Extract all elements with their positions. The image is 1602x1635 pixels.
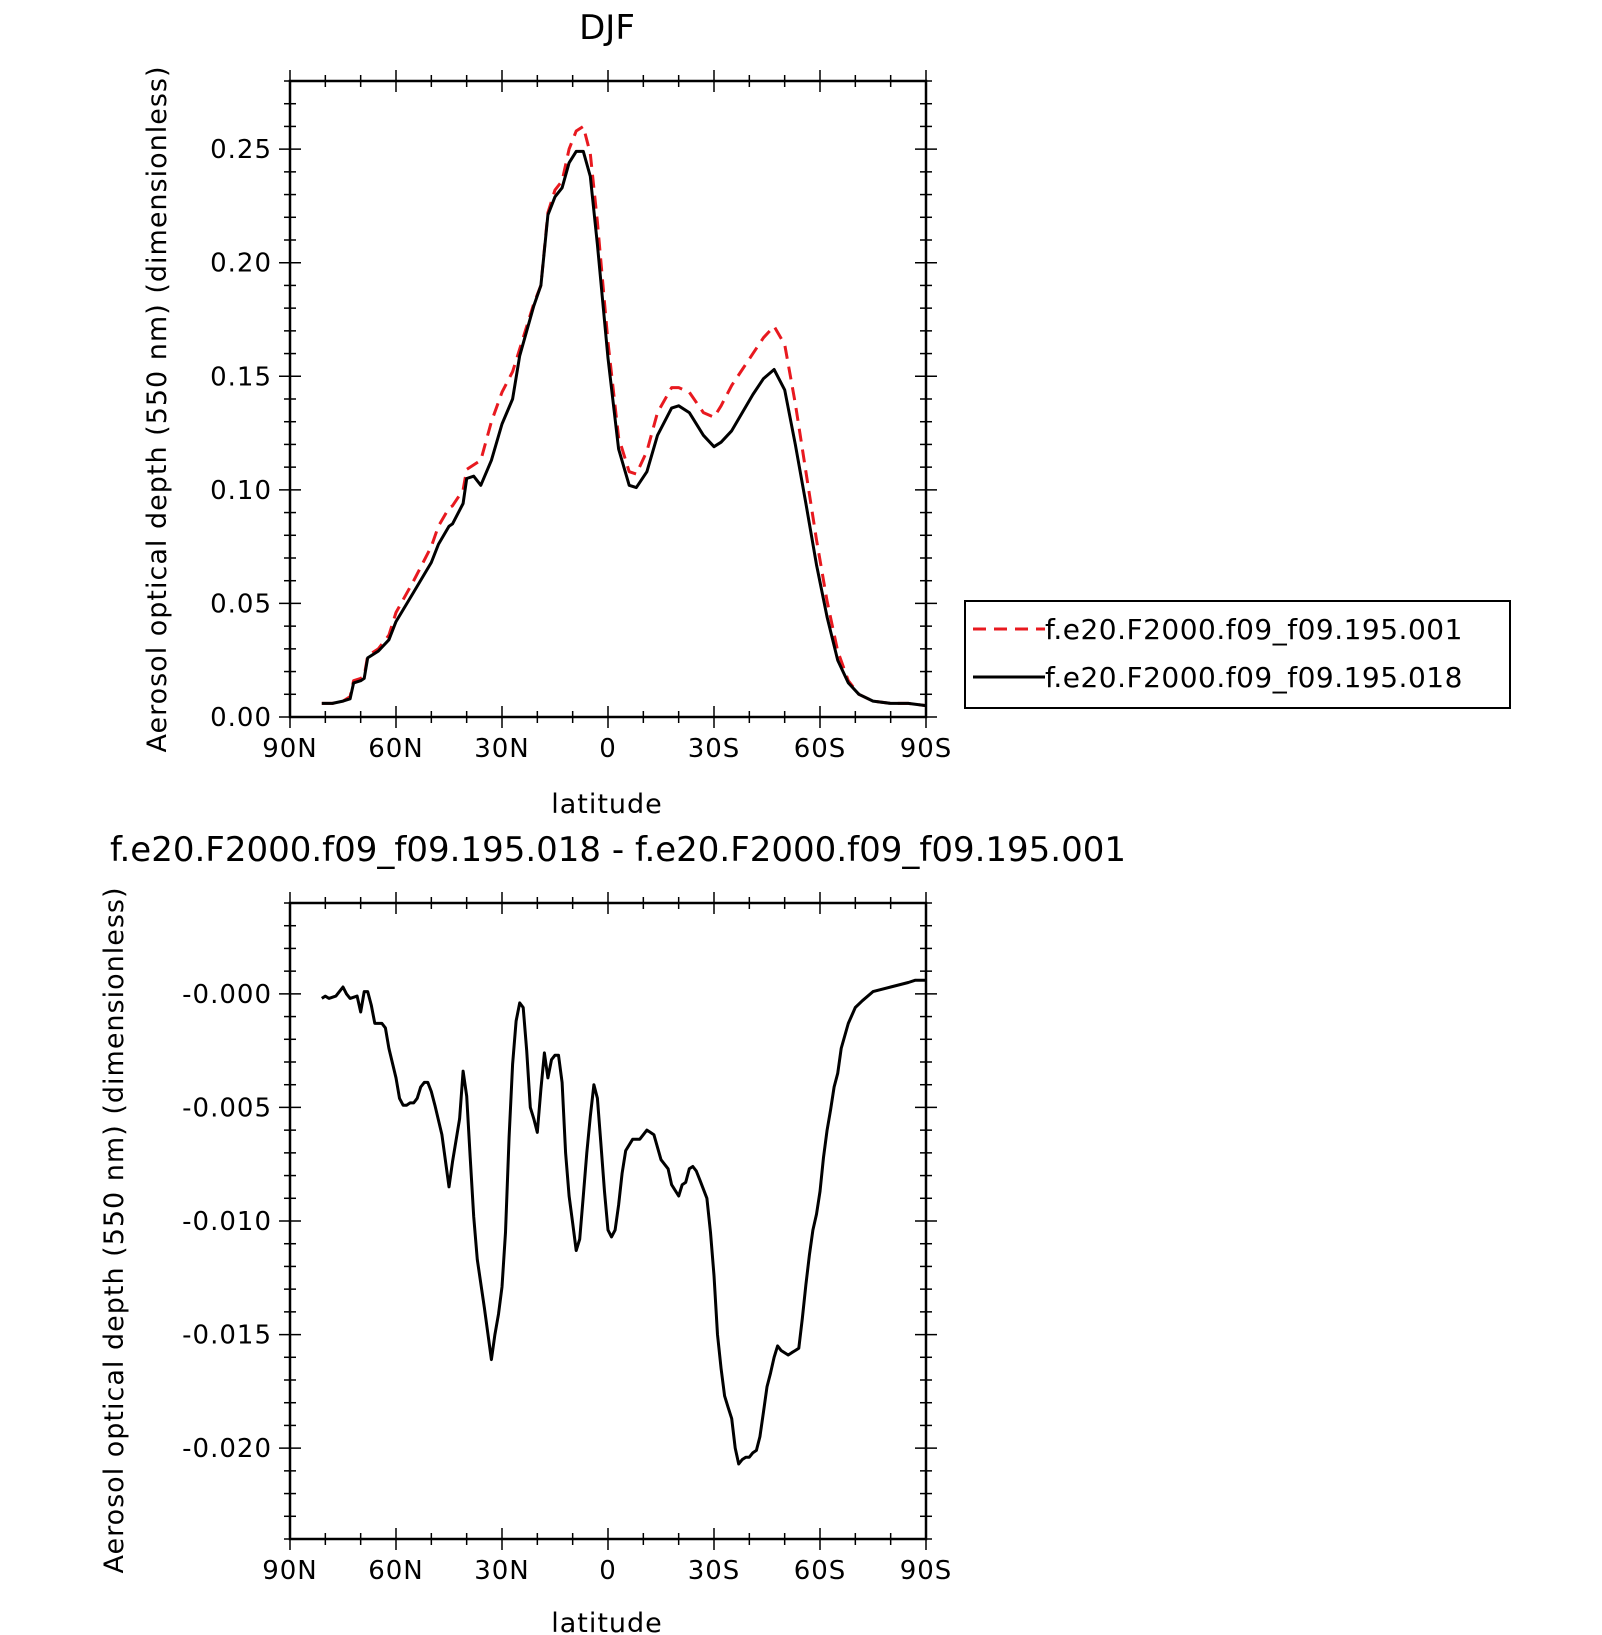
y-tick-label: -0.010	[182, 1207, 272, 1237]
x-tick-label: 30N	[474, 1556, 530, 1586]
panel-top-djf: DJF Aerosol optical depth (550 nm) (dime…	[142, 8, 953, 820]
x-tick-label: 90S	[900, 1556, 953, 1586]
series-lines	[320, 978, 926, 1466]
series-line-1	[320, 978, 926, 1466]
y-axis-label: Aerosol optical depth (550 nm) (dimensio…	[99, 886, 130, 1573]
x-tick-label: 30N	[474, 734, 530, 764]
series-line-2	[321, 149, 927, 708]
x-tick-label: 0	[599, 1556, 617, 1586]
chart-title: f.e20.F2000.f09_f09.195.018 - f.e20.F200…	[110, 830, 1126, 870]
y-axis-label: Aerosol optical depth (550 nm) (dimensio…	[142, 65, 173, 752]
y-tick-label: 0.05	[210, 589, 272, 619]
legend: f.e20.F2000.f09_f09.195.001 f.e20.F2000.…	[964, 600, 1511, 709]
y-tick-label: -0.015	[182, 1321, 272, 1351]
series-line-1	[321, 124, 927, 708]
y-tick-label: 0.10	[210, 476, 272, 506]
x-axis-label: latitude	[551, 1608, 663, 1635]
x-tick-label: 60N	[368, 1556, 424, 1586]
x-tick-labels: 90N 60N 30N 0 30S 60S 90S	[262, 1556, 953, 1586]
legend-box	[964, 600, 1511, 709]
x-tick-label: 30S	[688, 734, 741, 764]
y-tick-label: 0.20	[210, 249, 272, 279]
y-tick-label: -0.000	[182, 980, 272, 1010]
y-tick-label: -0.020	[182, 1434, 272, 1464]
y-tick-label: 0.15	[210, 362, 272, 392]
x-axis-label: latitude	[551, 789, 663, 820]
plot-frame	[288, 901, 928, 1541]
x-tick-label: 90S	[900, 734, 953, 764]
series-lines	[321, 124, 927, 708]
y-tick-label: -0.005	[182, 1093, 272, 1123]
x-tick-label: 90N	[262, 734, 318, 764]
y-tick-labels: 0.00 0.05 0.10 0.15 0.20 0.25	[210, 135, 272, 733]
legend-label-001: f.e20.F2000.f09_f09.195.001	[1045, 613, 1463, 646]
tick-marks	[279, 70, 937, 728]
legend-label-018: f.e20.F2000.f09_f09.195.018	[1045, 661, 1463, 694]
y-tick-label: 0.25	[210, 135, 272, 165]
plot-frame	[288, 79, 928, 719]
x-tick-label: 60S	[794, 1556, 847, 1586]
x-tick-label: 60N	[368, 734, 424, 764]
x-tick-labels: 90N 60N 30N 0 30S 60S 90S	[262, 734, 953, 764]
x-tick-label: 0	[599, 734, 617, 764]
panel-bottom-difference: f.e20.F2000.f09_f09.195.018 - f.e20.F200…	[99, 830, 1126, 1635]
y-tick-label: 0.00	[210, 703, 272, 733]
x-tick-label: 90N	[262, 1556, 318, 1586]
x-tick-label: 60S	[794, 734, 847, 764]
chart-title: DJF	[579, 8, 635, 48]
y-tick-labels: -0.000 -0.005 -0.010 -0.015 -0.020	[182, 980, 272, 1464]
x-tick-label: 30S	[688, 1556, 741, 1586]
